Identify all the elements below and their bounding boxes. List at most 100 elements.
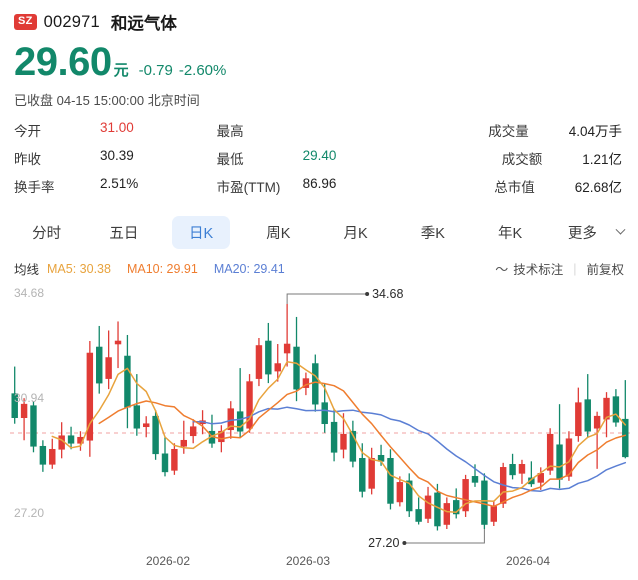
tab-period-0[interactable]: 分时 xyxy=(8,210,85,255)
chart-annotations: 34.68 27.20 xyxy=(286,287,485,550)
annotation-dot xyxy=(365,292,370,296)
candle-body xyxy=(330,421,338,453)
candle-body xyxy=(415,509,422,522)
stat-cell: 成交额 1.21亿 xyxy=(419,148,622,168)
candle-body xyxy=(518,464,526,474)
adjust-mode-button[interactable]: 前复权 xyxy=(586,263,624,277)
stat-key: 总市值 xyxy=(494,180,535,195)
divider: | xyxy=(573,261,577,276)
stat-key: 最低 xyxy=(216,152,244,167)
candle-body xyxy=(443,503,451,525)
tab-period-3[interactable]: 周K xyxy=(240,210,317,255)
candle-body xyxy=(575,402,582,437)
annotation-dot xyxy=(402,541,407,545)
candle-body xyxy=(49,448,56,465)
chart-canvas[interactable]: 34.68 27.20 xyxy=(0,284,638,552)
tab-label: 周K xyxy=(266,226,291,242)
stat-cell: 总市值 62.68亿 xyxy=(419,176,622,196)
tab-label: 日K xyxy=(172,216,231,249)
candle-body xyxy=(434,492,441,527)
stat-cell: 成交量 4.04万手 xyxy=(419,120,622,140)
stat-key: 成交额 xyxy=(501,152,543,167)
candle-body xyxy=(227,408,234,431)
candle-body xyxy=(509,464,516,476)
stock-name: 和远气体 xyxy=(110,15,177,33)
candle-body xyxy=(622,418,629,458)
x-axis: 2026-02 2026-03 2026-04 xyxy=(0,552,638,578)
y-axis-label-bottom: 27.20 xyxy=(14,506,45,520)
stat-cell: 最高 xyxy=(217,120,420,140)
stat-key: 成交量 xyxy=(488,124,529,139)
stat-key: 最高 xyxy=(216,124,244,139)
candle-body xyxy=(133,405,141,429)
candle-body xyxy=(593,415,601,429)
candle-body xyxy=(490,506,498,522)
stat-value: 2.51% xyxy=(100,176,139,191)
candle-body xyxy=(20,403,28,419)
ma10-value: MA10: 29.91 xyxy=(126,261,198,276)
price-currency-unit: 元 xyxy=(113,62,129,79)
tab-period-6[interactable]: 年K xyxy=(472,210,549,255)
annotation-leader-line xyxy=(286,293,368,304)
stat-value: 86.96 xyxy=(302,176,337,191)
chart-period-tabs[interactable]: 分时 五日 日K 周K 月K 季K 年K 更多 xyxy=(0,210,638,255)
candle-body xyxy=(584,399,591,432)
technical-annotation-button[interactable]: 技术标注 xyxy=(513,263,564,277)
candle-body xyxy=(349,430,357,462)
candlestick-chart[interactable]: 34.68 30.94 27.20 34.68 27.20 xyxy=(0,284,638,552)
candle-body xyxy=(143,423,150,428)
y-axis-label-top: 34.68 xyxy=(14,286,45,300)
candle-body xyxy=(218,430,225,443)
candle-body xyxy=(274,363,281,372)
candle-body xyxy=(236,411,244,432)
candle-body xyxy=(481,480,488,525)
candle-body xyxy=(471,476,479,483)
candle-body xyxy=(152,415,159,455)
moving-average-row: 均线 MA5: 30.38 MA10: 29.91 MA20: 29.41 〜 … xyxy=(0,259,638,278)
tab-label: 五日 xyxy=(109,226,139,242)
stat-value: 4.04万手 xyxy=(568,124,622,139)
tab-period-1[interactable]: 五日 xyxy=(85,210,162,255)
ma20-value: MA20: 29.41 xyxy=(213,261,285,276)
stock-code: 002971 xyxy=(43,12,100,31)
tab-label: 更多 xyxy=(567,226,597,242)
tab-more[interactable]: 更多 xyxy=(549,210,626,255)
candle-body xyxy=(387,458,394,504)
candle-body xyxy=(246,381,253,429)
candle-body xyxy=(452,500,460,515)
candle-body xyxy=(39,445,47,465)
candle-body xyxy=(556,444,563,480)
annotation-leader-line xyxy=(404,529,485,544)
chevron-down-icon xyxy=(615,224,626,235)
candle-body xyxy=(293,346,300,390)
candle-body xyxy=(171,448,178,471)
tab-label: 分时 xyxy=(32,226,62,242)
x-axis-tick: 2026-02 xyxy=(145,554,191,568)
candle-body xyxy=(603,397,610,420)
stat-cell: 昨收 30.39 xyxy=(14,148,217,168)
market-status: 已收盘 04-15 15:00:00 北京时间 xyxy=(14,93,200,108)
candle-body xyxy=(612,396,620,423)
candle-body xyxy=(462,479,469,512)
tab-period-4[interactable]: 月K xyxy=(317,210,394,255)
candle-body xyxy=(124,355,131,408)
price-change-percent: -2.60% xyxy=(178,62,227,79)
stat-cell: 最低 29.40 xyxy=(217,148,420,168)
tab-period-5[interactable]: 季K xyxy=(394,210,471,255)
stat-cell: 市盈(TTM) 86.96 xyxy=(217,176,420,196)
tab-period-2[interactable]: 日K xyxy=(163,210,240,255)
ma10-line xyxy=(98,381,627,508)
candle-body xyxy=(406,480,413,512)
candle-body xyxy=(180,439,188,447)
ma5-value: MA5: 30.38 xyxy=(47,261,111,276)
candle-body xyxy=(105,357,112,379)
x-axis-tick: 2026-04 xyxy=(505,554,551,568)
price-row: 29.60 元 -0.79 -2.60% xyxy=(14,42,638,82)
candle-body xyxy=(424,495,432,519)
stat-cell: 今开 31.00 xyxy=(14,120,217,140)
annotation-high-label: 34.68 xyxy=(372,287,403,301)
candle-body xyxy=(255,345,263,379)
candle-body xyxy=(11,393,18,419)
stat-cell: 换手率 2.51% xyxy=(14,176,217,196)
